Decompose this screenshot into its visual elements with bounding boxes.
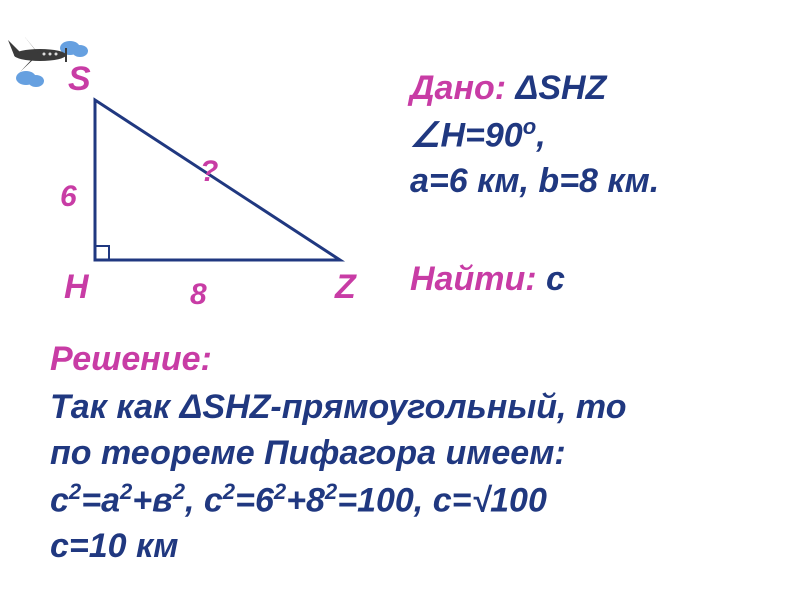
sl3-s6: 2 (325, 479, 337, 504)
vertex-h: H (64, 268, 89, 307)
side-b: 8 (190, 278, 207, 312)
given-a: a=6 км, (410, 162, 538, 200)
angle-degree: o (523, 114, 537, 139)
find-block: Найти: с (410, 260, 565, 299)
sl3-5: =6 (235, 481, 274, 519)
solution-line1: Так как ΔSHZ-прямоугольный, то (50, 385, 750, 431)
vertex-z: Z (335, 268, 356, 307)
angle-comma: , (536, 116, 545, 154)
find-label: Найти: (410, 260, 537, 298)
find-value: с (537, 260, 565, 298)
solution-line3: с2=а2+в2, с2=62+82=100, с=√100 (50, 477, 750, 524)
sl3-7: =100, с=√100 (337, 481, 547, 519)
solution-text: Так как ΔSHZ-прямоугольный, то по теорем… (50, 385, 750, 570)
sl3-s2: 2 (120, 479, 132, 504)
triangle-diagram: S H Z 6 8 ? (50, 60, 380, 320)
angle-symbol: ∠ (410, 116, 440, 154)
given-b-var: b (538, 162, 559, 200)
sl3-4: , с (185, 481, 223, 519)
sl3-1: с (50, 481, 69, 519)
given-label: Дано: (410, 69, 506, 107)
solution-line2: по теореме Пифагора имеем: (50, 431, 750, 477)
triangle-svg (50, 60, 380, 320)
angle-text: H=90 (440, 116, 522, 154)
sl3-s5: 2 (274, 479, 286, 504)
side-a: 6 (60, 180, 77, 214)
given-triangle: ΔSHZ (506, 69, 606, 107)
given-b-val: =8 км. (559, 162, 659, 200)
solution-label: Решение: (50, 340, 212, 379)
vertex-s: S (68, 60, 91, 99)
sl3-s1: 2 (69, 479, 81, 504)
sl3-3: +в (132, 481, 172, 519)
sl3-s3: 2 (173, 479, 185, 504)
solution-line4: с=10 км (50, 524, 750, 570)
sl3-6: +8 (286, 481, 325, 519)
given-block: Дано: ΔSHZ ∠H=90o, a=6 км, b=8 км. (410, 66, 659, 205)
sl3-s4: 2 (223, 479, 235, 504)
sl3-2: =а (81, 481, 120, 519)
side-c: ? (200, 155, 218, 189)
